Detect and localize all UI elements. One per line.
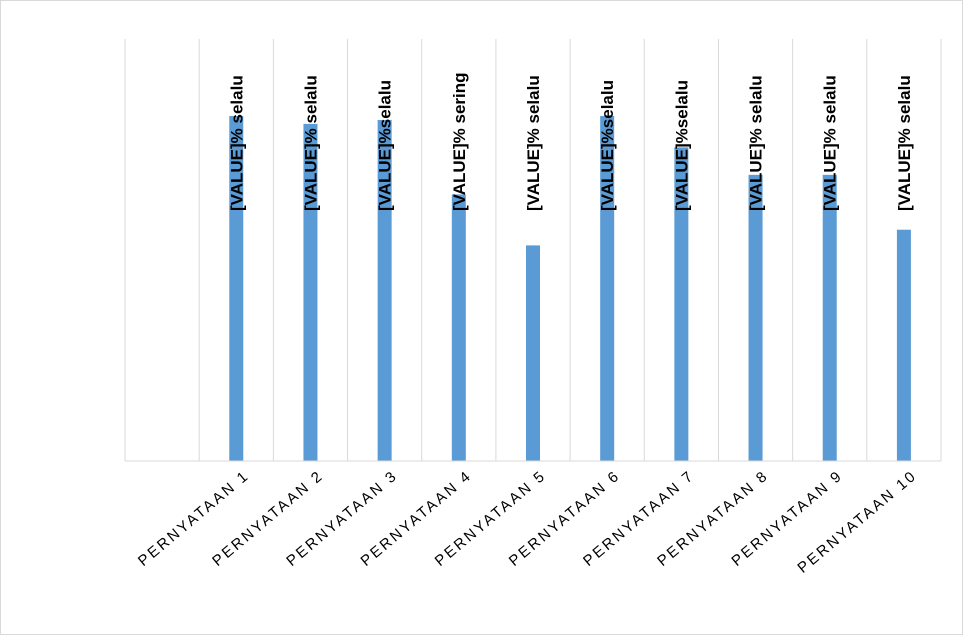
bar <box>303 123 318 461</box>
bar <box>600 116 615 461</box>
data-label: [VALUE]%selalu <box>376 80 395 211</box>
gridlines <box>124 39 942 461</box>
x-tick-label: PERNYATAAN 10 <box>794 467 920 577</box>
data-label: [VALUE]% selalu <box>524 75 543 211</box>
data-label: [VALUE]%selalu <box>598 80 617 211</box>
bar <box>748 174 763 461</box>
data-labels: [VALUE]% selalu [VALUE]% selalu [VALUE]%se… <box>227 72 914 211</box>
data-label: [VALUE]% selalu <box>227 75 246 211</box>
bar <box>377 119 392 462</box>
data-label: [VALUE]% selalu <box>747 75 766 211</box>
bar <box>822 174 837 461</box>
data-label: [VALUE]% selalu <box>821 75 840 211</box>
data-label: [VALUE]% selalu <box>301 75 320 211</box>
data-label: [VALUE]% selalu <box>895 75 914 211</box>
bar <box>674 147 689 461</box>
bar <box>526 245 540 461</box>
data-label: [VALUE]%selalu <box>672 80 691 211</box>
bar <box>229 116 244 461</box>
bar <box>896 229 911 461</box>
bar <box>451 194 466 461</box>
data-label: [VALUE]% sering <box>450 72 469 211</box>
bars <box>229 116 911 462</box>
